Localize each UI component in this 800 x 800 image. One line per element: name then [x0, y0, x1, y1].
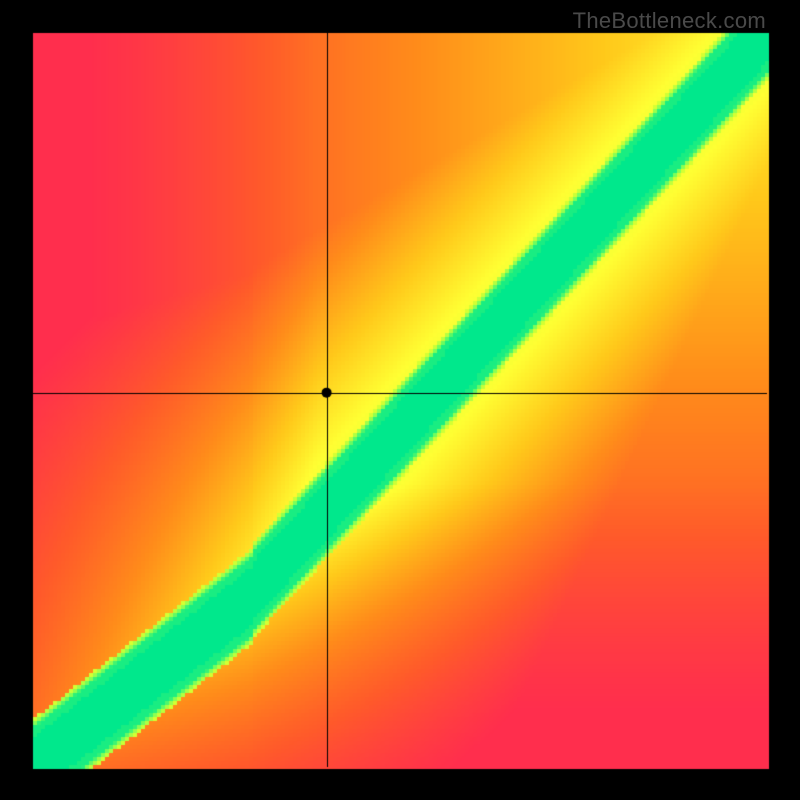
- watermark-text: TheBottleneck.com: [573, 8, 766, 34]
- chart-container: TheBottleneck.com: [0, 0, 800, 800]
- bottleneck-heatmap: [0, 0, 800, 800]
